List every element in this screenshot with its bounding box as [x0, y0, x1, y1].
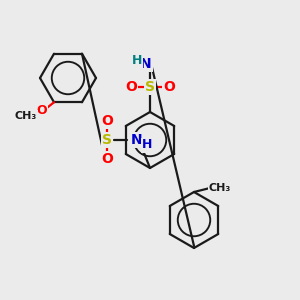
Text: CH₃: CH₃	[15, 111, 37, 121]
Text: N: N	[131, 133, 143, 147]
Text: S: S	[102, 133, 112, 147]
Text: CH₃: CH₃	[209, 183, 231, 193]
Text: N: N	[140, 57, 152, 71]
Text: O: O	[37, 104, 47, 117]
Text: O: O	[101, 152, 113, 166]
Text: O: O	[101, 114, 113, 128]
Text: O: O	[163, 80, 175, 94]
Text: S: S	[145, 80, 155, 94]
Text: H: H	[142, 139, 152, 152]
Text: H: H	[132, 53, 142, 67]
Text: O: O	[125, 80, 137, 94]
